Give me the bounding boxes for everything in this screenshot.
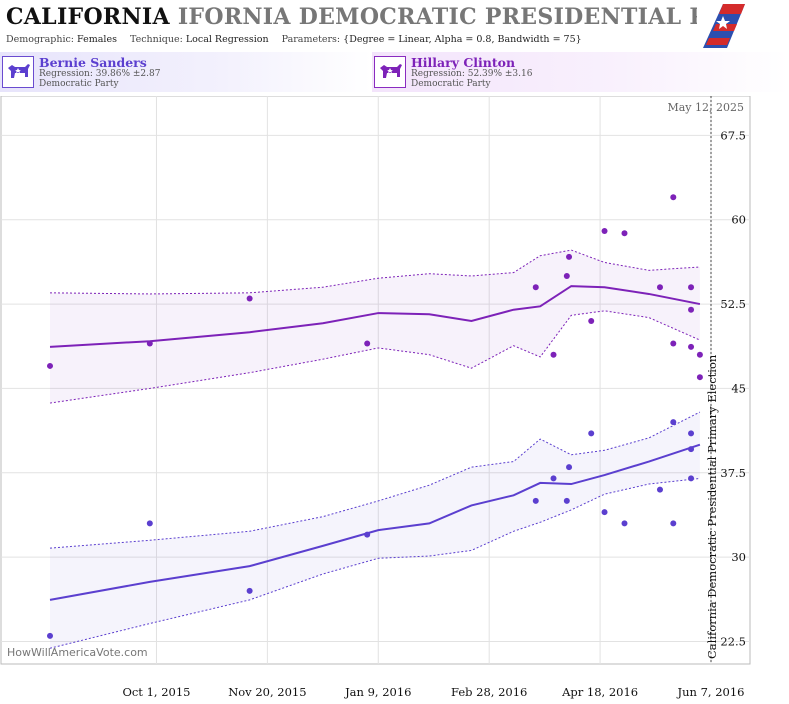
poll-point <box>688 430 695 437</box>
poll-point <box>532 284 539 291</box>
poll-point <box>688 446 695 453</box>
candidate-party: Democratic Party <box>411 79 491 89</box>
candidate-name: Bernie Sanders <box>39 55 147 70</box>
y-tick-label: 22.5 <box>720 635 746 649</box>
y-tick-label: 52.5 <box>720 297 746 311</box>
poll-point <box>688 475 695 482</box>
poll-point <box>670 419 677 426</box>
poll-point <box>246 587 253 594</box>
poll-point <box>550 475 557 482</box>
poll-point <box>688 343 695 350</box>
parameters-label: Parameters: <box>281 34 341 45</box>
technique-value: Local Regression <box>185 34 269 45</box>
watermark-text: HowWillAmericaVote.com <box>7 646 148 659</box>
poll-point <box>621 230 628 237</box>
poll-point <box>670 520 677 527</box>
election-event-label: California Democratic Presidential Prima… <box>705 354 719 659</box>
poll-point <box>47 632 53 639</box>
chart-area: 22.5 30 37.5 45 52.5 60 67.5 Oct 1, 2015 Nov 20,… <box>0 96 789 704</box>
plot-frame <box>0 96 751 665</box>
candidate-party: Democratic Party <box>39 79 119 89</box>
chart-header: CALIFORNIA IFORNIA DEMOCRATIC PRESIDENTI… <box>0 0 750 52</box>
poll-point <box>563 497 570 504</box>
lower-bound-line <box>49 477 700 649</box>
candidate-regression: Regression: 39.86% ±2.87 <box>39 69 161 79</box>
x-tick-label: Jun 7, 2016 <box>677 685 745 699</box>
candidate-card-sanders: Bernie Sanders Regression: 39.86% ±2.87 … <box>0 52 372 92</box>
snapshot-date-label: May 12, 2025 <box>667 101 744 114</box>
poll-point <box>670 340 677 347</box>
flag-logo-icon <box>697 0 749 50</box>
poll-point <box>588 430 595 437</box>
candidate-regression: Regression: 52.39% ±3.16 <box>411 69 533 79</box>
poll-point <box>656 486 663 493</box>
y-tick-label: 67.5 <box>720 128 746 142</box>
y-tick-label: 30 <box>731 550 746 564</box>
poll-point <box>47 362 53 369</box>
poll-point <box>601 509 608 516</box>
poll-point <box>688 306 695 313</box>
x-tick-label: Nov 20, 2015 <box>228 685 306 699</box>
democrat-donkey-icon <box>2 56 34 88</box>
upper-bound-line <box>49 411 701 549</box>
poll-point <box>696 351 703 358</box>
demographic-value: Females <box>77 34 117 45</box>
y-tick-label: 45 <box>731 381 746 395</box>
poll-point <box>588 317 595 324</box>
poll-point <box>246 295 253 302</box>
lower-bound-line <box>49 310 701 404</box>
title-sub: IFORNIA DEMOCRATIC PRESIDENTIAL PRIMARY … <box>177 4 746 30</box>
poll-point <box>563 272 570 279</box>
x-tick-label: Feb 28, 2016 <box>451 685 527 699</box>
poll-point <box>532 497 539 504</box>
poll-point <box>670 194 677 201</box>
poll-scatter-chart: 22.5 30 37.5 45 52.5 60 67.5 Oct 1, 2015 Nov 20,… <box>0 96 751 699</box>
candidate-name: Hillary Clinton <box>411 55 516 70</box>
democrat-donkey-icon <box>374 56 406 88</box>
poll-point <box>656 284 663 291</box>
candidate-card-clinton: Hillary Clinton Regression: 52.39% ±3.16… <box>372 52 789 92</box>
poll-point <box>566 253 573 260</box>
poll-point <box>364 531 371 538</box>
poll-point <box>146 520 153 527</box>
poll-point <box>621 520 628 527</box>
poll-point <box>550 351 557 358</box>
x-tick-label: Apr 18, 2016 <box>561 685 638 699</box>
parameters-row: Demographic: Females Technique: Local Re… <box>6 34 592 45</box>
poll-point <box>146 340 153 347</box>
poll-point <box>566 464 573 471</box>
poll-point <box>696 374 703 381</box>
y-tick-label: 60 <box>731 213 746 227</box>
technique-label: Technique: <box>129 34 183 45</box>
y-tick-label: 37.5 <box>720 466 746 480</box>
title-main: CALIFORNIA <box>6 4 170 30</box>
regression-line <box>49 285 701 348</box>
x-tick-label: Jan 9, 2016 <box>344 685 411 699</box>
poll-point <box>601 227 608 234</box>
parameters-value: {Degree = Linear, Alpha = 0.8, Bandwidth… <box>343 34 582 45</box>
demographic-label: Demographic: <box>6 34 75 45</box>
regression-line <box>49 443 701 601</box>
x-tick-label: Oct 1, 2015 <box>122 685 190 699</box>
page-title: CALIFORNIA IFORNIA DEMOCRATIC PRESIDENTI… <box>6 4 746 30</box>
poll-point <box>688 284 695 291</box>
poll-point <box>364 340 371 347</box>
